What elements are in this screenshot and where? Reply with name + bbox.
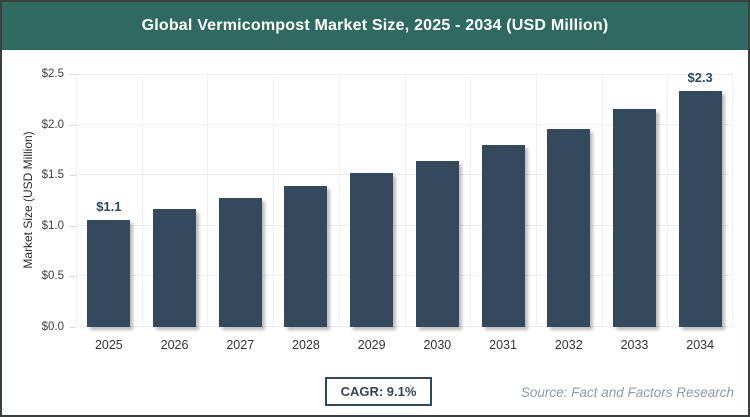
bar-value-label: $2.3 — [687, 70, 713, 85]
y-tick-label: $0.5 — [41, 270, 64, 283]
v-gridline — [141, 74, 143, 327]
v-gridline — [404, 74, 406, 327]
y-tick-mark — [69, 225, 76, 227]
x-tick-label: 2026 — [160, 338, 189, 352]
x-axis-labels: 2025 2026 2027 2028 2029 2030 2031 2032 2033 2034 — [76, 336, 733, 354]
x-tick-label: 2034 — [686, 338, 715, 352]
y-tick-label: $1.0 — [41, 219, 64, 232]
x-tick-label: 2029 — [357, 338, 386, 352]
bar-2033 — [613, 109, 656, 327]
bar-2029 — [350, 173, 393, 327]
y-tick-mark — [69, 74, 76, 75]
bar-2030 — [416, 161, 459, 327]
y-tick-label: $0.0 — [41, 321, 64, 333]
y-tick-mark — [69, 276, 76, 278]
bar-2032 — [547, 129, 590, 327]
y-tick-mark — [69, 124, 76, 126]
x-tick-label: 2028 — [292, 338, 320, 352]
x-tick-label: 2027 — [226, 338, 255, 352]
y-tick-label: $1.5 — [41, 169, 64, 182]
y-tick-mark — [69, 327, 76, 328]
bar-value-label: $1.1 — [96, 199, 122, 214]
bar-2026 — [153, 209, 196, 327]
cagr-label: CAGR: 9.1% — [340, 384, 417, 399]
x-tick-label: 2032 — [554, 338, 583, 352]
x-tick-label: 2033 — [620, 338, 649, 352]
v-gridline — [273, 74, 275, 327]
v-gridline — [535, 74, 537, 327]
bar-2025 — [87, 220, 130, 327]
v-gridline — [338, 74, 340, 327]
source-attribution: Source: Fact and Factors Research — [520, 385, 734, 400]
bar-2028 — [284, 186, 327, 327]
y-tick-label: $2.0 — [41, 118, 64, 131]
x-tick-label: 2031 — [489, 338, 517, 352]
bar-2027 — [219, 198, 262, 327]
v-gridline — [601, 74, 603, 327]
y-tick-label: $2.5 — [41, 68, 64, 80]
chart-title: Global Vermicompost Market Size, 2025 - … — [141, 17, 609, 34]
y-tick-mark — [69, 175, 76, 177]
y-axis-title: Market Size (USD Million) — [21, 131, 35, 269]
bar-2031 — [482, 145, 525, 327]
v-gridline — [207, 74, 209, 327]
chart-title-bar: Global Vermicompost Market Size, 2025 - … — [2, 2, 748, 50]
plot-area: $1.1 $2.3 — [76, 70, 733, 327]
v-gridline — [470, 74, 472, 327]
v-gridline — [667, 74, 669, 327]
v-gridline — [76, 74, 77, 327]
v-gridline — [732, 74, 733, 327]
cagr-badge: CAGR: 9.1% — [325, 377, 432, 406]
x-tick-label: 2025 — [94, 338, 123, 352]
bar-2034 — [679, 91, 722, 327]
x-tick-label: 2030 — [423, 338, 452, 352]
